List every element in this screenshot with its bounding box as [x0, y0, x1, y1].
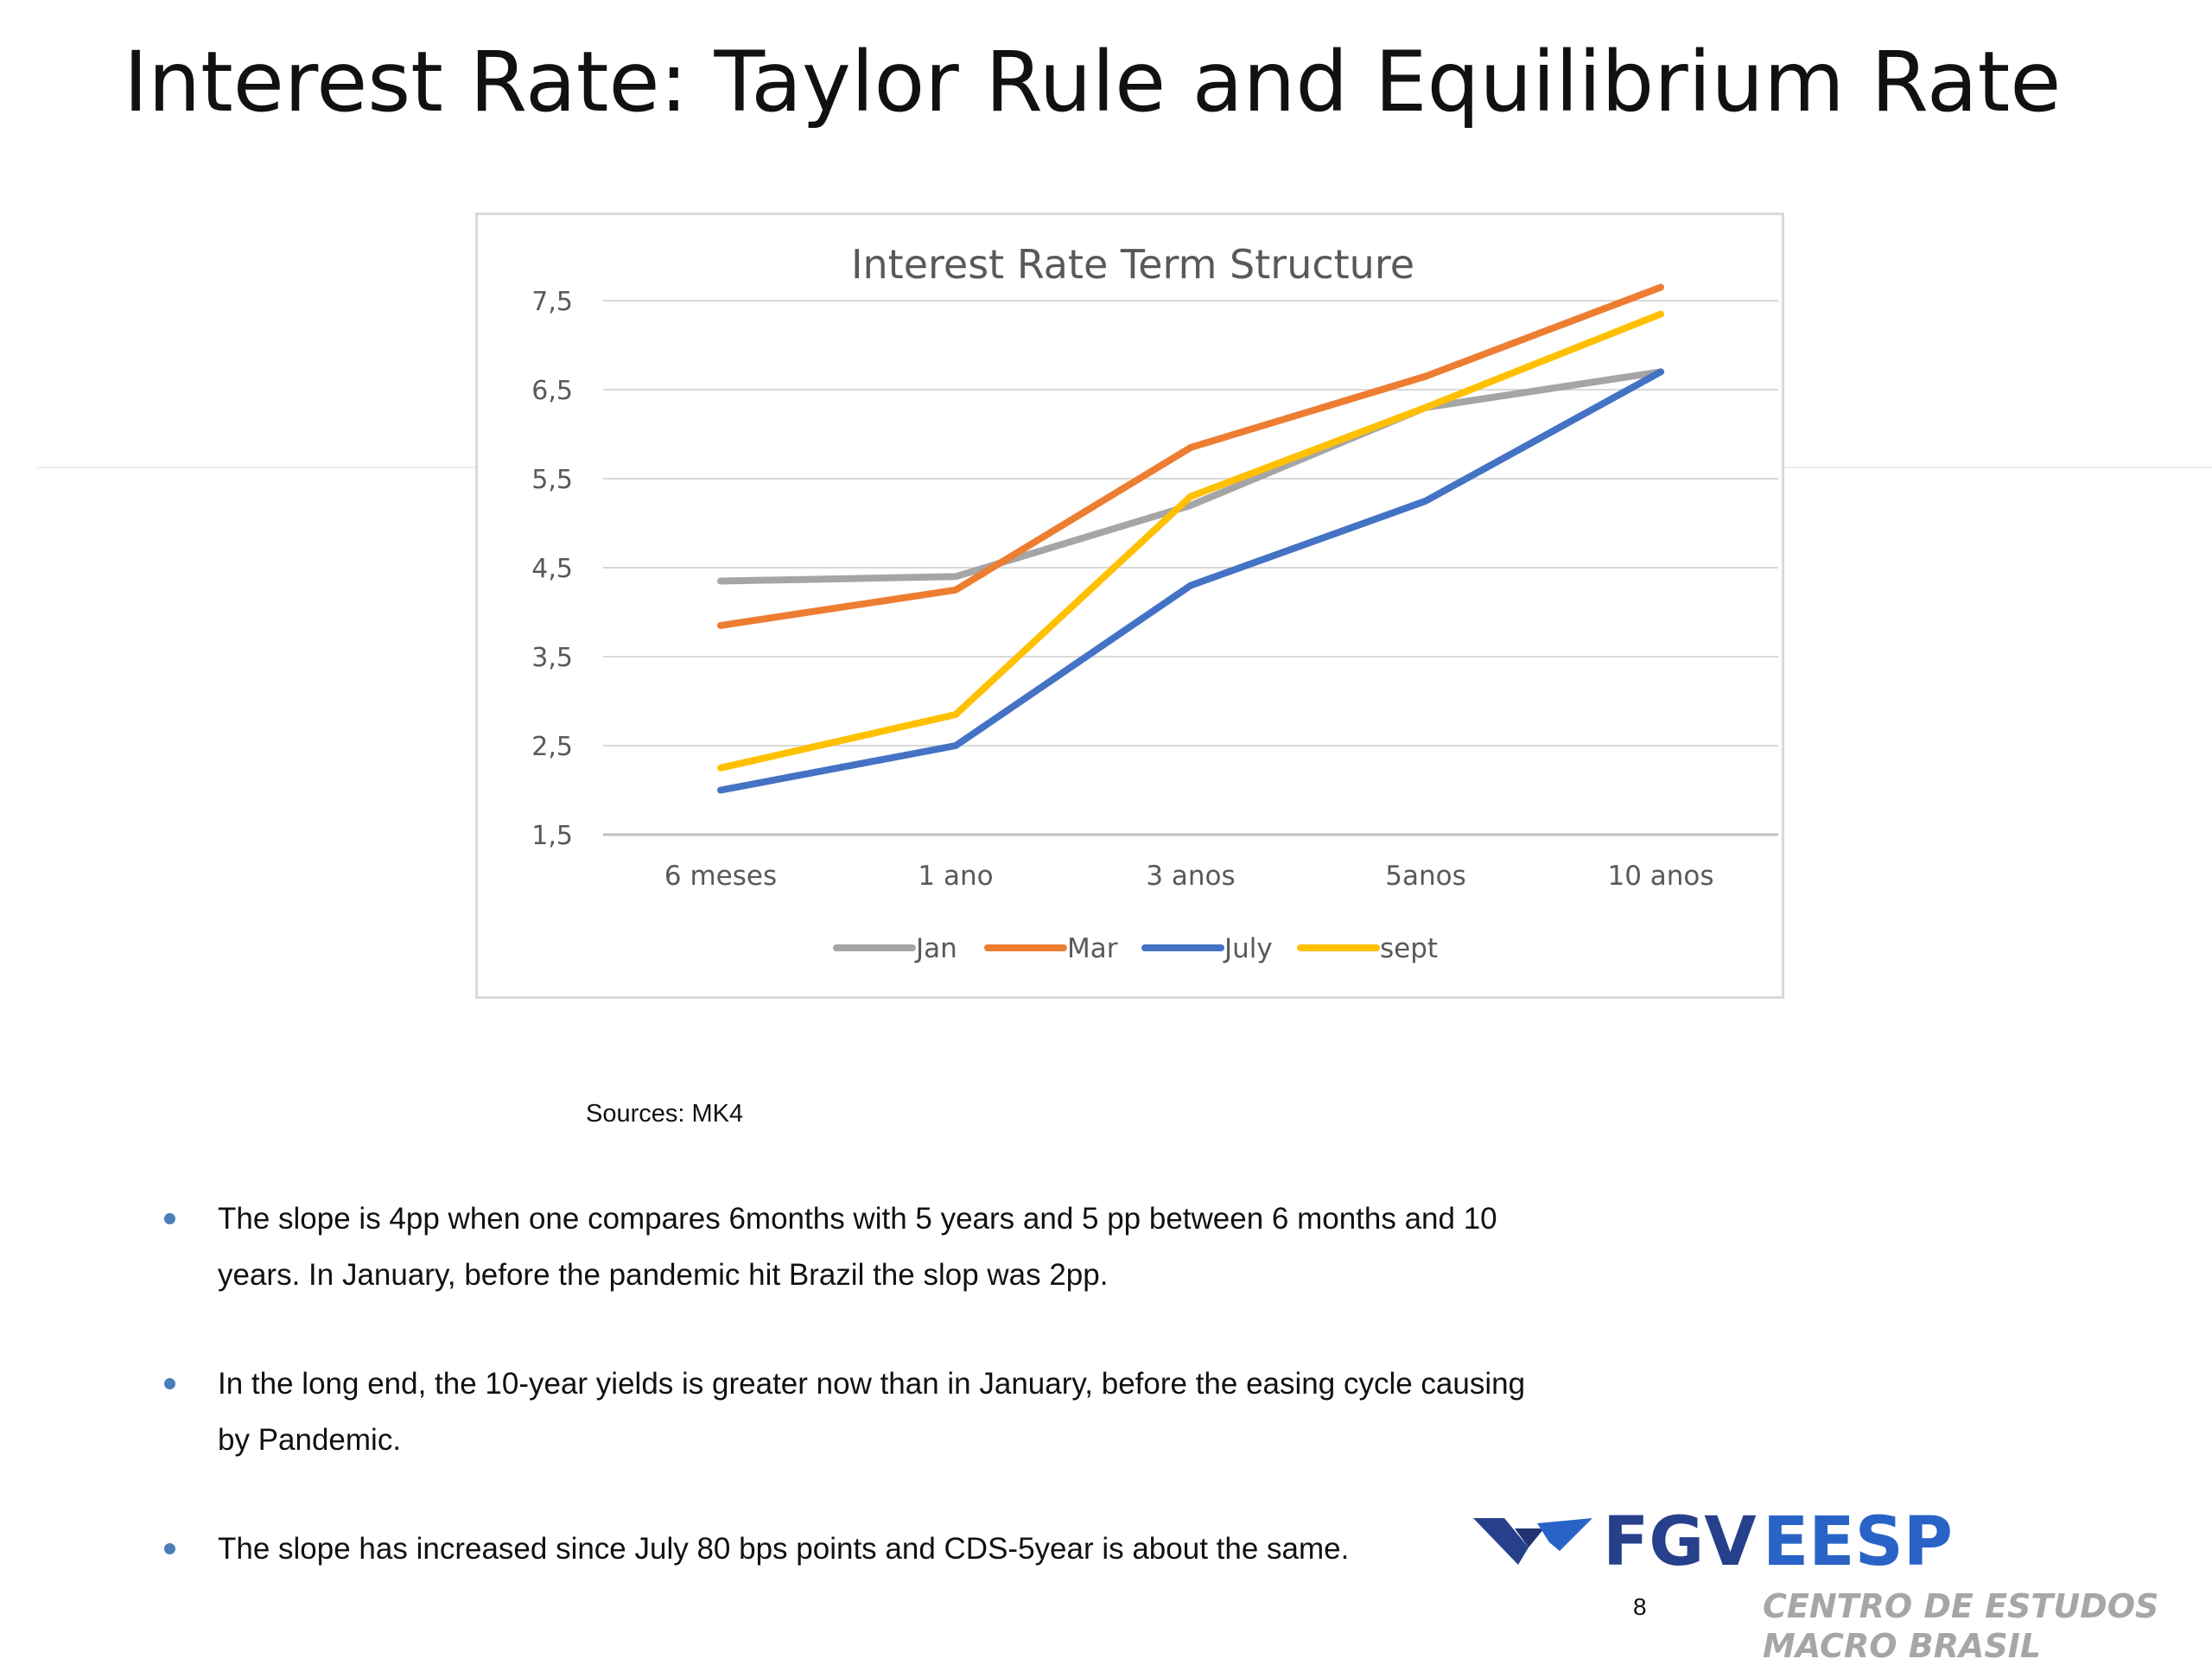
legend-label: sept [1380, 933, 1438, 964]
legend-label: Mar [1067, 933, 1118, 964]
x-tick-label: 3 anos [1146, 861, 1235, 892]
logo-subtitle-line2: MACRO BRASIL [1763, 1627, 2042, 1665]
bullet-item: The slope is 4pp when one compares 6mont… [164, 1191, 1547, 1303]
chart-series [717, 283, 1664, 794]
fgv-eesp-logo: FGV EESP CENTRO DE ESTUDOS MACRO BRASIL [1473, 1503, 2182, 1665]
x-tick-label: 5anos [1385, 861, 1465, 892]
sources-note: Sources: MK4 [586, 1100, 744, 1128]
x-tick-label: 6 meses [664, 861, 777, 892]
x-axis-ticks: 6 meses 1 ano 3 anos 5anos 10 anos [664, 861, 1714, 892]
x-tick-label: 1 ano [918, 861, 993, 892]
chart-frame: Interest Rate Term Structure 1,5 2,5 3,5 4,… [475, 213, 1784, 999]
chart-gridlines [603, 300, 1778, 836]
slide-title: Interest Rate: Taylor Rule and Equilibri… [124, 34, 2062, 130]
y-tick-label: 7,5 [531, 287, 573, 317]
fgv-logo-mark-icon [1473, 1518, 1592, 1565]
x-tick-label: 10 anos [1607, 861, 1713, 892]
y-axis-ticks: 1,5 2,5 3,5 4,5 5,5 6,5 7,5 [531, 287, 573, 851]
y-tick-label: 1,5 [531, 821, 573, 851]
series-line-mar [717, 283, 1664, 629]
chart-legend: Jan Mar July sept [833, 933, 1438, 964]
y-tick-label: 5,5 [531, 465, 573, 495]
series-line-sept [717, 310, 1664, 772]
legend-label: July [1223, 933, 1273, 964]
logo-school: EESP [1763, 1503, 1953, 1581]
logo-subtitle-line1: CENTRO DE ESTUDOS [1763, 1587, 2159, 1625]
page-number: 8 [1633, 1593, 1647, 1620]
series-line-july [717, 368, 1664, 794]
chart-title: Interest Rate Term Structure [851, 241, 1414, 288]
y-tick-label: 6,5 [531, 376, 573, 406]
y-tick-label: 2,5 [531, 732, 573, 762]
y-tick-label: 3,5 [531, 643, 573, 673]
series-line-jan [717, 368, 1664, 585]
logo-brand: FGV [1603, 1503, 1757, 1581]
bullet-item: In the long end, the 10-year yields is g… [164, 1356, 1547, 1468]
term-structure-chart: Interest Rate Term Structure 1,5 2,5 3,5 4,… [531, 241, 1778, 964]
bullet-list: The slope is 4pp when one compares 6mont… [164, 1191, 1547, 1577]
legend-label: Jan [914, 933, 957, 964]
bullet-item: The slope has increased since July 80 bp… [164, 1521, 1547, 1577]
y-tick-label: 4,5 [531, 554, 573, 584]
